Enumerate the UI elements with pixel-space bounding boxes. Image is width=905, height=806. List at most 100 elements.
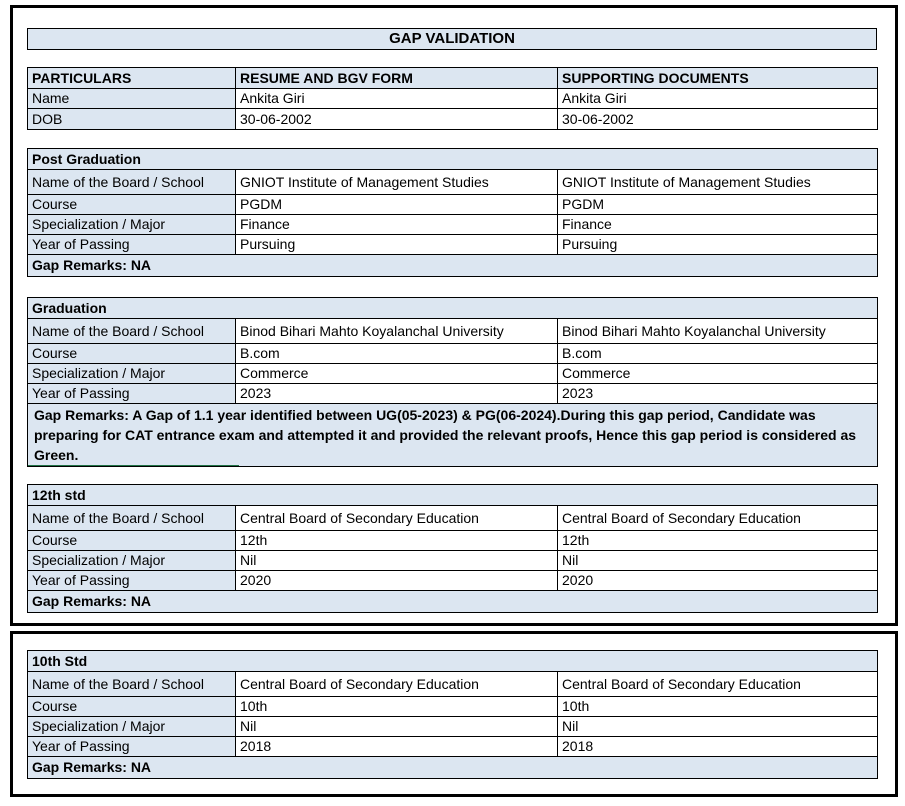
supporting-value-cell: Nil — [556, 716, 879, 737]
supporting-value-cell: Commerce — [557, 363, 878, 384]
table-row: Name of the Board / School Central Board… — [27, 671, 879, 697]
table-row: Year of Passing 2023 2023 — [27, 383, 878, 404]
supporting-value-cell: Pursuing — [556, 234, 879, 255]
gap-remarks-row: Gap Remarks: NA — [26, 756, 879, 779]
row-label-cell: Year of Passing — [27, 234, 236, 255]
table-row: Name of the Board / School Binod Bihari … — [27, 318, 878, 344]
row-label-cell: Name of the Board / School — [27, 169, 236, 195]
supporting-value-cell: 10th — [556, 696, 879, 717]
section-header-row: Post Graduation — [26, 148, 879, 170]
supporting-value-cell: B.com — [557, 343, 878, 364]
resume-value-cell: Nil — [235, 716, 558, 737]
resume-value-cell: Central Board of Secondary Education — [235, 671, 558, 697]
supporting-value-cell: 12th — [556, 530, 879, 551]
row-label-cell: Course — [27, 343, 236, 364]
resume-value-cell: Commerce — [235, 363, 558, 384]
table-row: Specialization / Major Commerce Commerce — [27, 363, 878, 384]
gap-remarks-cell: Gap Remarks: NA — [26, 756, 879, 779]
twelfth-std-table: 12th std Name of the Board / School Cent… — [26, 484, 879, 613]
supporting-value-cell: 30-06-2002 — [557, 108, 878, 130]
table-row: Course 12th 12th — [27, 530, 879, 551]
resume-value-cell: B.com — [235, 343, 558, 364]
post-graduation-table: Post Graduation Name of the Board / Scho… — [26, 148, 879, 277]
row-label-cell: Year of Passing — [27, 736, 236, 757]
resume-value-cell: Finance — [235, 214, 558, 235]
upper-panel: GAP VALIDATION PARTICULARS RESUME AND BG… — [10, 5, 898, 626]
row-label-cell: Specialization / Major — [27, 363, 236, 384]
particulars-table: PARTICULARS RESUME AND BGV FORM SUPPORTI… — [27, 67, 878, 130]
supporting-value-cell: 2023 — [557, 383, 878, 404]
supporting-value-cell: 2018 — [556, 736, 879, 757]
section-title-cell: 10th Std — [26, 650, 879, 672]
table-row: DOB 30-06-2002 30-06-2002 — [27, 108, 878, 130]
resume-value-cell: 10th — [235, 696, 558, 717]
table-row: Name of the Board / School GNIOT Institu… — [27, 169, 879, 195]
table-row: Specialization / Major Nil Nil — [27, 550, 879, 571]
resume-value-cell: Central Board of Secondary Education — [235, 505, 558, 531]
resume-value-cell: Binod Bihari Mahto Koyalanchal Universit… — [235, 318, 558, 344]
row-label-cell: Course — [27, 696, 236, 717]
supporting-value-cell: 2020 — [556, 570, 879, 591]
row-label-cell: Course — [27, 194, 236, 215]
supporting-value-cell: Central Board of Secondary Education — [556, 671, 879, 697]
row-label-cell: Year of Passing — [27, 383, 236, 404]
resume-value-cell: 2018 — [235, 736, 558, 757]
table-row: Course PGDM PGDM — [27, 194, 879, 215]
page-title: GAP VALIDATION — [27, 28, 877, 50]
column-header-supporting: SUPPORTING DOCUMENTS — [557, 67, 878, 89]
resume-value-cell: Pursuing — [235, 234, 558, 255]
row-label-cell: Specialization / Major — [27, 214, 236, 235]
table-row: Year of Passing 2018 2018 — [27, 736, 879, 757]
row-label-cell: Year of Passing — [27, 570, 236, 591]
table-row: Name of the Board / School Central Board… — [27, 505, 879, 531]
section-header-row: Graduation — [27, 297, 878, 319]
supporting-value-cell: Central Board of Secondary Education — [556, 505, 879, 531]
section-title-cell: Graduation — [27, 297, 878, 319]
green-underline-accent — [28, 465, 239, 466]
gap-remarks-row: Gap Remarks: NA — [26, 254, 879, 277]
table-row: Year of Passing Pursuing Pursuing — [27, 234, 879, 255]
section-title-cell: 12th std — [26, 484, 879, 506]
row-label-cell: Name of the Board / School — [27, 318, 236, 344]
supporting-value-cell: GNIOT Institute of Management Studies — [556, 169, 879, 195]
column-header-particulars: PARTICULARS — [27, 67, 236, 89]
resume-value-cell: 12th — [235, 530, 558, 551]
row-label-cell: Name of the Board / School — [27, 505, 236, 531]
section-header-row: 12th std — [26, 484, 879, 506]
row-label-cell: Specialization / Major — [27, 550, 236, 571]
gap-remarks-cell: Gap Remarks: A Gap of 1.1 year identifie… — [27, 403, 878, 467]
supporting-value-cell: Ankita Giri — [557, 88, 878, 109]
table-row: Year of Passing 2020 2020 — [27, 570, 879, 591]
supporting-value-cell: PGDM — [556, 194, 879, 215]
supporting-value-cell: Nil — [556, 550, 879, 571]
table-header-row: PARTICULARS RESUME AND BGV FORM SUPPORTI… — [27, 67, 878, 89]
lower-panel: 10th Std Name of the Board / School Cent… — [10, 631, 898, 797]
resume-value-cell: Nil — [235, 550, 558, 571]
row-label-cell: Name — [27, 88, 236, 109]
gap-remarks-row: Gap Remarks: NA — [26, 590, 879, 613]
resume-value-cell: 30-06-2002 — [235, 108, 558, 130]
section-header-row: 10th Std — [26, 650, 879, 672]
gap-remarks-text: Gap Remarks: A Gap of 1.1 year identifie… — [34, 407, 857, 463]
resume-value-cell: 2020 — [235, 570, 558, 591]
row-label-cell: Specialization / Major — [27, 716, 236, 737]
table-row: Specialization / Major Finance Finance — [27, 214, 879, 235]
supporting-value-cell: Finance — [556, 214, 879, 235]
gap-remarks-cell: Gap Remarks: NA — [26, 254, 879, 277]
table-row: Course B.com B.com — [27, 343, 878, 364]
resume-value-cell: GNIOT Institute of Management Studies — [235, 169, 558, 195]
table-row: Course 10th 10th — [27, 696, 879, 717]
row-label-cell: DOB — [27, 108, 236, 130]
row-label-cell: Course — [27, 530, 236, 551]
graduation-table: Graduation Name of the Board / School Bi… — [27, 297, 878, 467]
gap-remarks-row: Gap Remarks: A Gap of 1.1 year identifie… — [27, 403, 878, 467]
row-label-cell: Name of the Board / School — [27, 671, 236, 697]
supporting-value-cell: Binod Bihari Mahto Koyalanchal Universit… — [557, 318, 878, 344]
resume-value-cell: PGDM — [235, 194, 558, 215]
column-header-resume: RESUME AND BGV FORM — [235, 67, 558, 89]
resume-value-cell: 2023 — [235, 383, 558, 404]
table-row: Name Ankita Giri Ankita Giri — [27, 88, 878, 109]
table-row: Specialization / Major Nil Nil — [27, 716, 879, 737]
tenth-std-table: 10th Std Name of the Board / School Cent… — [26, 650, 879, 779]
